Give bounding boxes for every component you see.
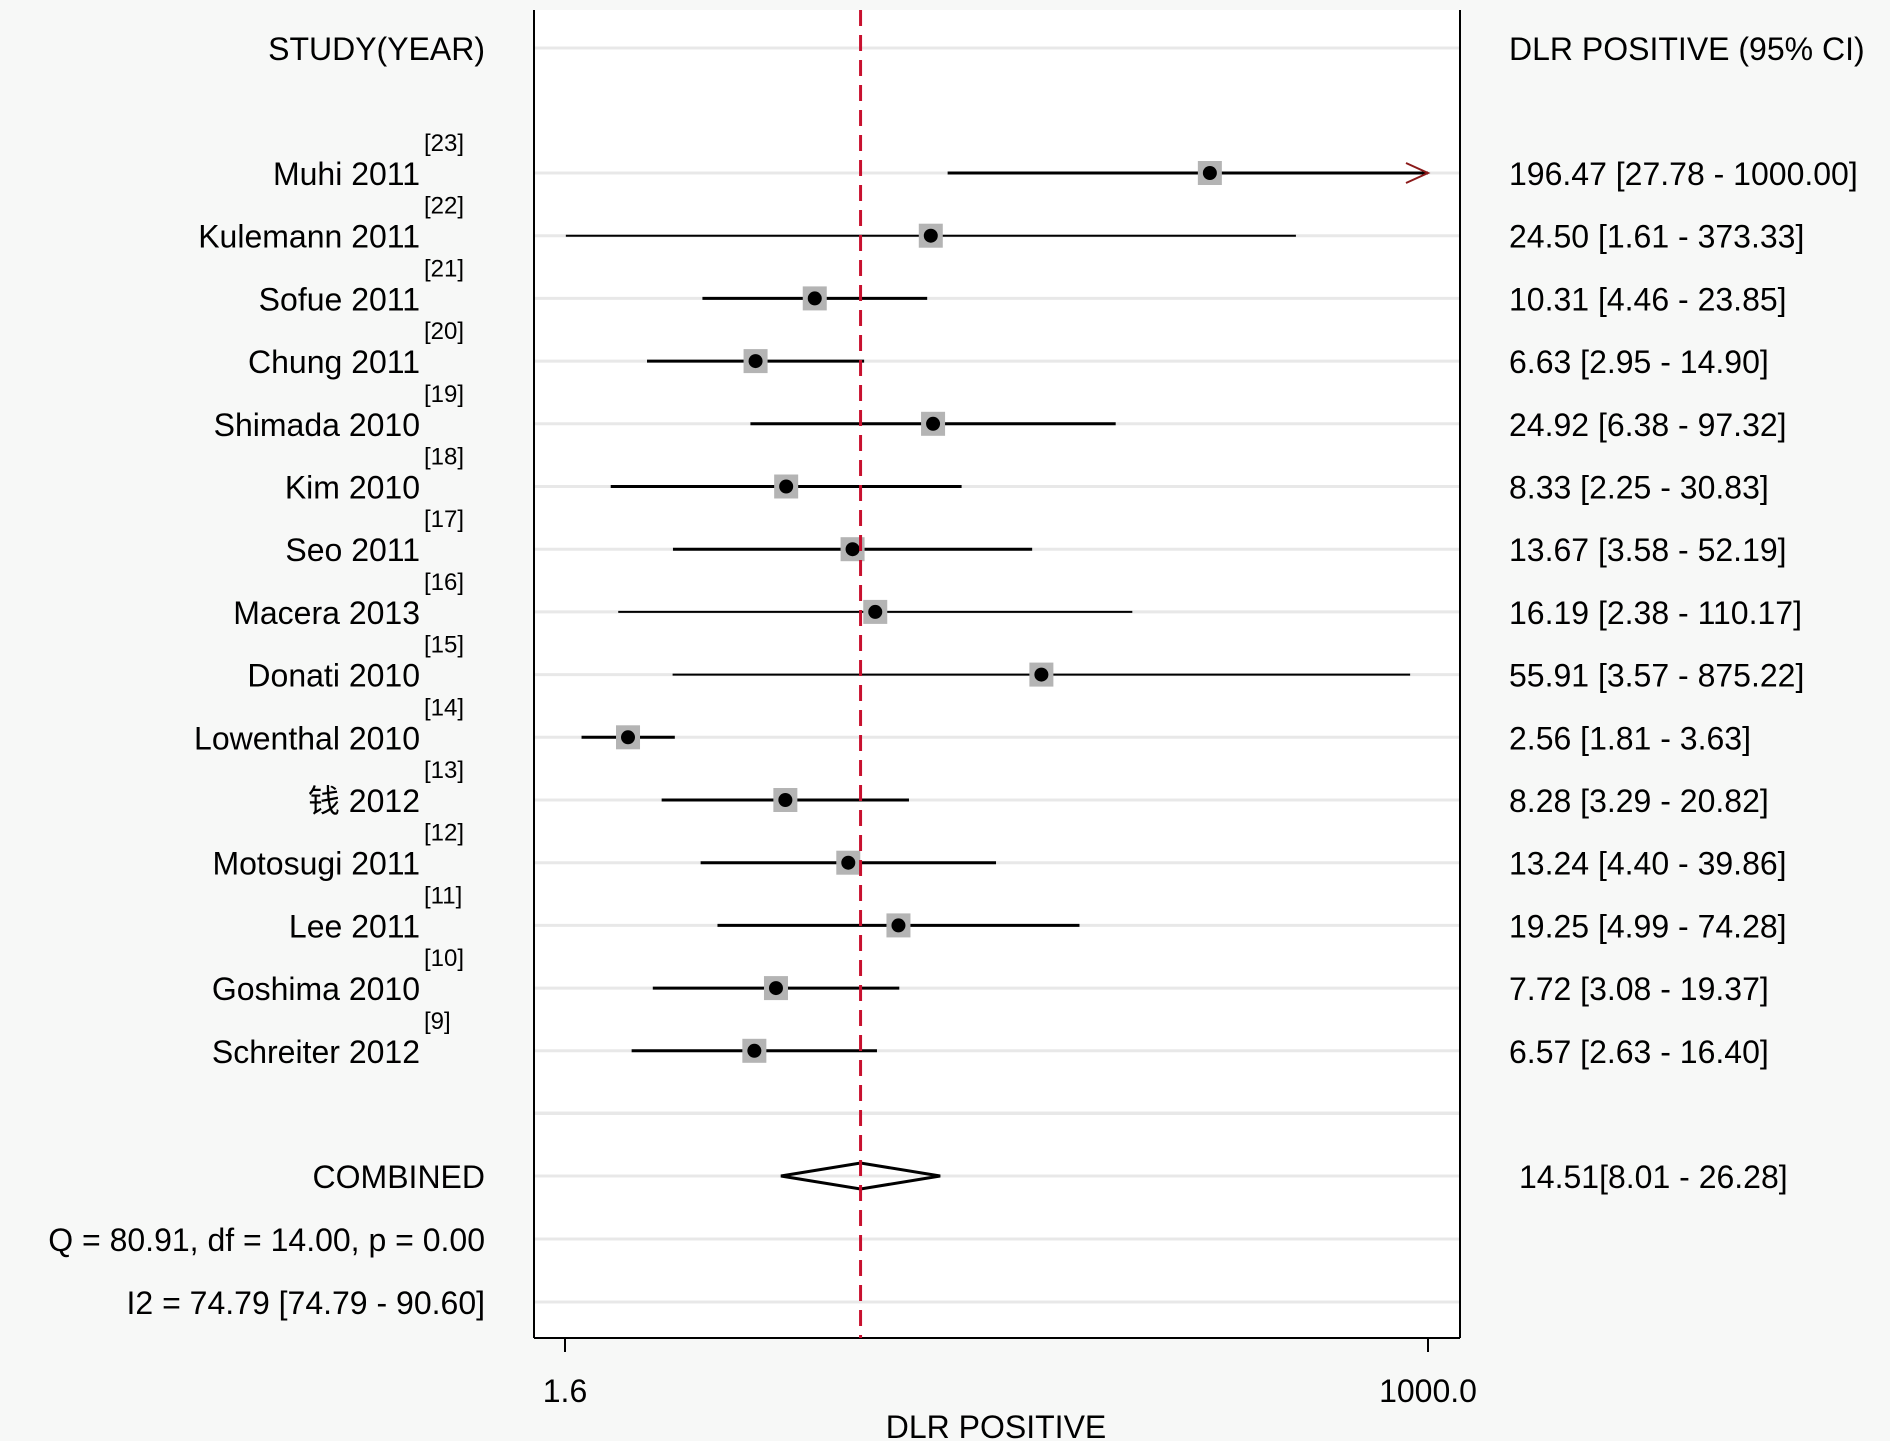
study-reference: [18] [424, 444, 464, 471]
point-estimate [891, 918, 906, 933]
ci-text: 55.91 [3.57 - 875.22] [1509, 658, 1804, 694]
heterogeneity-i2: I2 = 74.79 [74.79 - 90.60] [127, 1285, 486, 1321]
point-estimate [768, 981, 783, 996]
ci-text: 7.72 [3.08 - 19.37] [1509, 971, 1769, 1007]
study-label: Kulemann 2011 [198, 219, 420, 255]
heterogeneity-q: Q = 80.91, df = 14.00, p = 0.00 [48, 1222, 485, 1258]
ci-text: 24.92 [6.38 - 97.32] [1509, 407, 1787, 443]
study-reference: [14] [424, 694, 464, 721]
point-estimate [778, 793, 793, 807]
ci-text: 6.57 [2.63 - 16.40] [1509, 1034, 1769, 1070]
ci-text: 16.19 [2.38 - 110.17] [1509, 595, 1802, 631]
study-reference: [19] [424, 381, 464, 408]
study-label: Macera 2013 [233, 595, 420, 631]
point-estimate [926, 416, 941, 431]
x-tick-label-min: 1.6 [543, 1373, 587, 1409]
study-label: Shimada 2010 [214, 407, 420, 443]
point-estimate [1034, 667, 1049, 682]
point-estimate [841, 855, 856, 870]
study-label: Chung 2011 [248, 344, 420, 380]
combined-label: COMBINED [313, 1159, 485, 1195]
study-label: Kim 2010 [285, 470, 420, 506]
ci-truncation-arrow [1405, 162, 1431, 184]
combined-ci-text: 14.51[8.01 - 26.28] [1519, 1159, 1788, 1195]
study-reference: [10] [424, 945, 464, 972]
ci-text: 6.63 [2.95 - 14.90] [1509, 344, 1769, 380]
point-estimate [868, 604, 883, 619]
ci-text: 8.33 [2.25 - 30.83] [1509, 470, 1769, 506]
study-label: Sofue 2011 [259, 281, 420, 317]
study-reference: [12] [424, 820, 464, 847]
ci-text: 13.67 [3.58 - 52.19] [1509, 532, 1787, 568]
point-estimate [621, 730, 636, 745]
ci-text: 19.25 [4.99 - 74.28] [1509, 908, 1787, 944]
ci-text: 2.56 [1.81 - 3.63] [1509, 720, 1751, 756]
study-label: Seo 2011 [285, 532, 420, 568]
study-reference: [23] [424, 130, 464, 157]
point-estimate [747, 1043, 762, 1058]
point-estimate [1202, 166, 1217, 180]
forest-marks [564, 161, 1431, 1352]
left-header: STUDY(YEAR) [268, 31, 485, 67]
study-reference: [22] [424, 193, 464, 220]
study-label: Muhi 2011 [273, 156, 420, 192]
forest-text: STUDY(YEAR) DLR POSITIVE (95% CI) COMBIN… [48, 31, 1864, 1441]
ci-text: 10.31 [4.46 - 23.85] [1509, 281, 1787, 317]
point-estimate [923, 228, 938, 243]
study-reference: [11] [424, 882, 462, 909]
study-reference: [15] [424, 632, 464, 659]
point-estimate [779, 479, 794, 494]
right-header: DLR POSITIVE (95% CI) [1509, 31, 1865, 67]
point-estimate [807, 291, 822, 306]
ci-text: 8.28 [3.29 - 20.82] [1509, 783, 1769, 819]
study-label: 钱 2012 [308, 783, 420, 819]
study-reference: [16] [424, 569, 464, 596]
study-label: Goshima 2010 [212, 971, 420, 1007]
ci-text: 13.24 [4.40 - 39.86] [1509, 846, 1787, 882]
combined-diamond [780, 1161, 941, 1191]
study-label: Lowenthal 2010 [194, 720, 420, 756]
ci-text: 24.50 [1.61 - 373.33] [1509, 219, 1804, 255]
study-reference: [20] [424, 318, 464, 345]
x-axis-label: DLR POSITIVE [886, 1409, 1107, 1441]
study-reference: [21] [424, 255, 464, 282]
study-label: Lee 2011 [289, 908, 420, 944]
study-label: Schreiter 2012 [212, 1034, 420, 1070]
study-reference: [13] [424, 757, 464, 784]
study-label: Donati 2010 [247, 658, 420, 694]
study-reference: [9] [424, 1008, 451, 1035]
point-estimate [748, 354, 763, 369]
study-label: Motosugi 2011 [212, 846, 420, 882]
study-reference: [17] [424, 506, 464, 533]
ci-text: 196.47 [27.78 - 1000.00] [1509, 156, 1858, 192]
point-estimate [845, 542, 860, 557]
x-tick-label-max: 1000.0 [1379, 1373, 1477, 1409]
